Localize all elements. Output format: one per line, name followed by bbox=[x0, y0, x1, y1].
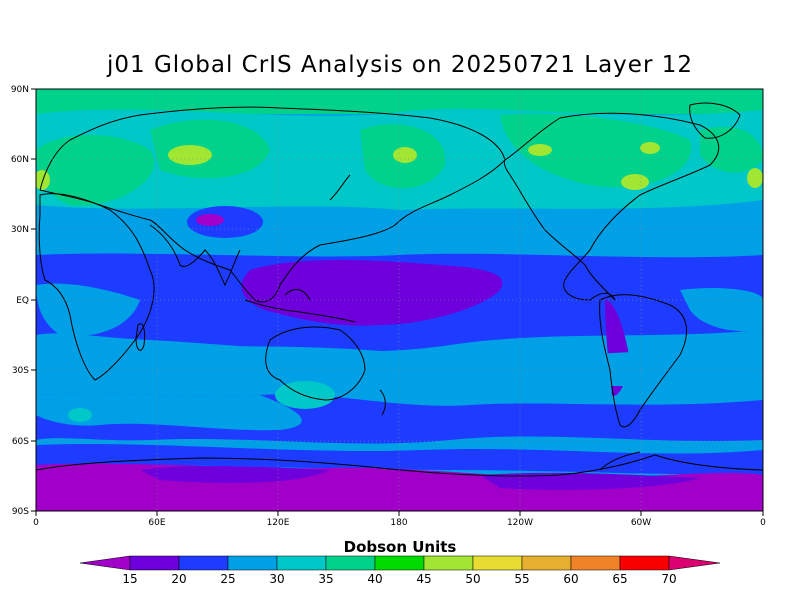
field-spot-6 bbox=[640, 142, 660, 154]
new-zealand-coast bbox=[379, 389, 386, 416]
field-south-blob-2 bbox=[68, 408, 92, 422]
lat-label: 90S bbox=[12, 507, 29, 517]
field-spot-1 bbox=[168, 145, 212, 165]
colorbar-label: 45 bbox=[416, 572, 431, 586]
colorbar-segment bbox=[374, 555, 425, 571]
colorbar-arrow-high bbox=[668, 555, 721, 571]
colorbar-label: 35 bbox=[318, 572, 333, 586]
field-pacific-low bbox=[241, 260, 503, 326]
antarctic-peninsula-coast bbox=[599, 451, 641, 471]
lat-labels: 90N 60N 30N EQ 30S 60S 90S bbox=[11, 85, 29, 517]
colorbar-arrow-low bbox=[79, 555, 131, 571]
india-coast bbox=[149, 224, 241, 287]
borneo-coast bbox=[284, 289, 311, 301]
lon-label: 0 bbox=[760, 518, 766, 528]
field-antarctic-band-2 bbox=[480, 472, 700, 490]
lon-label: 0 bbox=[33, 518, 39, 528]
colorbar-segment bbox=[227, 555, 278, 571]
colorbar-title: Dobson Units bbox=[344, 538, 457, 556]
lon-labels: 0 60E 120E 180 120W 60W 0 bbox=[33, 518, 766, 528]
lon-label: 120E bbox=[267, 518, 290, 528]
colorbar: 15 20 25 30 35 40 45 50 55 60 65 70 bbox=[79, 555, 721, 586]
lon-label: 60W bbox=[631, 518, 651, 528]
map-title: j01 Global CrIS Analysis on 20250721 Lay… bbox=[107, 52, 693, 78]
colorbar-segment bbox=[619, 555, 670, 571]
axis-ticks bbox=[31, 88, 764, 516]
field-south-indian bbox=[36, 393, 302, 431]
ozone-field bbox=[36, 89, 763, 511]
coastlines bbox=[36, 102, 763, 477]
lat-label: 30S bbox=[12, 366, 29, 376]
field-spot-5 bbox=[747, 168, 763, 188]
lat-label: 60S bbox=[12, 437, 29, 447]
field-africa-tropic bbox=[36, 283, 140, 337]
colorbar-segment bbox=[276, 555, 327, 571]
lat-label: 90N bbox=[11, 85, 29, 95]
colorbar-label: 60 bbox=[563, 572, 578, 586]
lat-label: 60N bbox=[11, 155, 29, 165]
madagascar-coast bbox=[135, 323, 146, 351]
colorbar-segment bbox=[423, 555, 474, 571]
colorbar-label: 55 bbox=[514, 572, 529, 586]
colorbar-label: 50 bbox=[465, 572, 480, 586]
field-atlantic-tropic bbox=[680, 288, 763, 332]
field-south-subpolar bbox=[36, 443, 763, 475]
lat-label: EQ bbox=[16, 296, 29, 306]
indonesia-coast bbox=[244, 299, 356, 323]
colorbar-label: 15 bbox=[122, 572, 137, 586]
colorbar-segment bbox=[570, 555, 621, 571]
field-spot-2 bbox=[393, 147, 417, 163]
south-america-coast bbox=[599, 294, 688, 428]
colorbar-label: 65 bbox=[612, 572, 627, 586]
field-subtropic-south bbox=[36, 345, 763, 392]
field-spot-7 bbox=[528, 144, 552, 156]
lat-label: 30N bbox=[11, 225, 29, 235]
lon-label: 120W bbox=[507, 518, 533, 528]
field-antarctic-band bbox=[140, 465, 330, 483]
japan-coast bbox=[329, 174, 351, 201]
field-tibet-min bbox=[196, 214, 224, 226]
field-europe-high bbox=[36, 135, 155, 206]
greenland-coast bbox=[689, 102, 741, 139]
antarctica-coast bbox=[36, 454, 763, 477]
africa-coast bbox=[38, 193, 155, 381]
colorbar-label: 30 bbox=[269, 572, 284, 586]
colorbar-segment bbox=[129, 555, 180, 571]
colorbar-label: 20 bbox=[171, 572, 186, 586]
colorbar-label: 25 bbox=[220, 572, 235, 586]
colorbar-segment bbox=[178, 555, 229, 571]
lon-label: 180 bbox=[390, 518, 407, 528]
colorbar-label: 40 bbox=[367, 572, 382, 586]
field-spot-3 bbox=[621, 174, 649, 190]
north-america-coast bbox=[503, 112, 720, 301]
colorbar-segment bbox=[521, 555, 572, 571]
colorbar-segment bbox=[325, 555, 376, 571]
field-canada-high bbox=[500, 113, 692, 188]
australia-coast bbox=[265, 326, 366, 401]
lon-label: 60E bbox=[148, 518, 165, 528]
eurasia-coast bbox=[39, 106, 506, 303]
colorbar-segment bbox=[472, 555, 523, 571]
field-tibet-low bbox=[187, 206, 263, 238]
colorbar-label: 70 bbox=[661, 572, 676, 586]
field-south-blob-1 bbox=[275, 381, 335, 409]
